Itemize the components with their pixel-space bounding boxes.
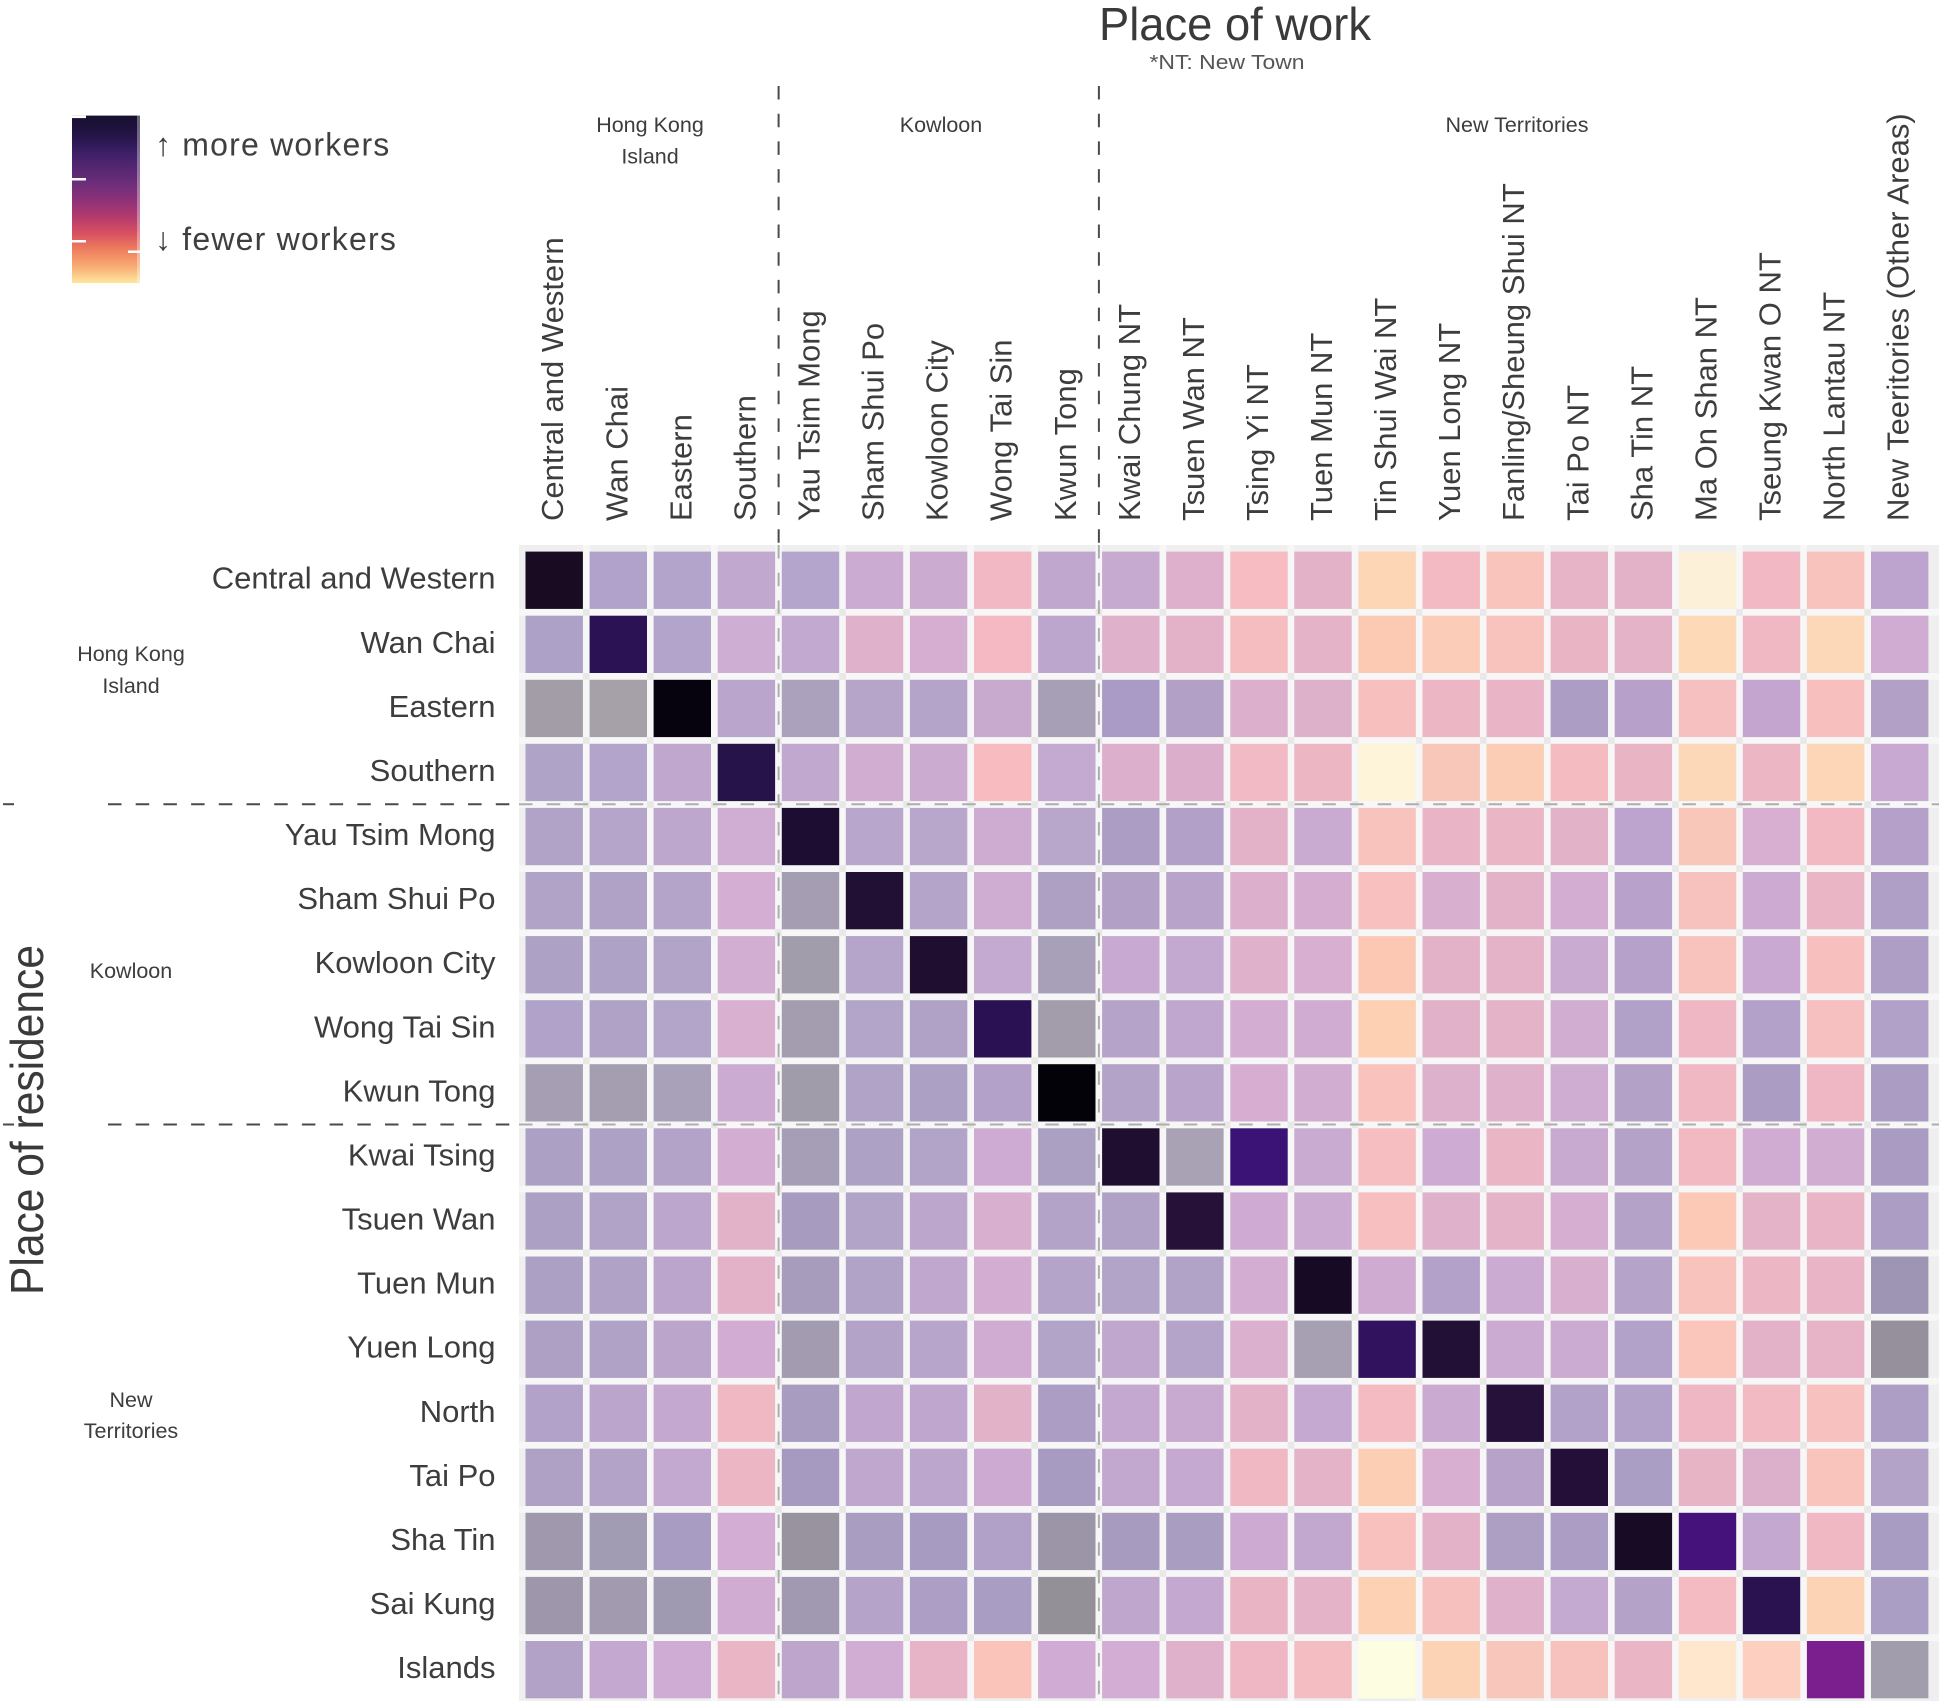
svg-text:Fanling/Sheung Shui NT: Fanling/Sheung Shui NT (1496, 183, 1531, 521)
svg-text:Place of work: Place of work (1099, 0, 1372, 50)
svg-text:Kowloon City: Kowloon City (315, 945, 496, 980)
svg-text:Eastern: Eastern (663, 414, 698, 521)
svg-text:Kwun Tong: Kwun Tong (1048, 368, 1083, 521)
svg-text:↓ fewer workers: ↓ fewer workers (155, 221, 397, 257)
svg-text:Sha Tin NT: Sha Tin NT (1624, 366, 1659, 521)
svg-text:Tuen Mun NT: Tuen Mun NT (1304, 333, 1339, 521)
svg-text:Wan Chai: Wan Chai (361, 625, 496, 660)
svg-text:Eastern: Eastern (389, 689, 496, 724)
svg-text:Sham Shui Po: Sham Shui Po (297, 881, 495, 916)
svg-text:Territories: Territories (84, 1419, 178, 1443)
svg-text:Place of residence: Place of residence (1, 945, 53, 1295)
svg-text:Tsuen Wan: Tsuen Wan (342, 1202, 496, 1237)
svg-text:Kowloon City: Kowloon City (920, 340, 955, 521)
svg-text:Tai Po: Tai Po (409, 1458, 495, 1493)
svg-text:Kowloon: Kowloon (90, 959, 172, 983)
svg-text:Kowloon: Kowloon (900, 113, 982, 137)
svg-text:Central and Western: Central and Western (212, 561, 496, 596)
svg-text:Southern: Southern (727, 395, 762, 521)
svg-text:Wong Tai Sin: Wong Tai Sin (314, 1009, 496, 1044)
svg-text:Hong Kong: Hong Kong (77, 642, 185, 666)
svg-text:Tai Po NT: Tai Po NT (1560, 385, 1595, 521)
svg-text:Yuen Long: Yuen Long (347, 1330, 495, 1365)
svg-text:Tsuen Wan NT: Tsuen Wan NT (1176, 317, 1211, 521)
svg-text:Sha Tin: Sha Tin (390, 1522, 495, 1557)
svg-text:Wan Chai: Wan Chai (599, 386, 634, 521)
svg-text:New Territories: New Territories (1446, 113, 1589, 137)
svg-text:Southern: Southern (370, 753, 496, 788)
svg-text:Ma On Shan NT: Ma On Shan NT (1689, 297, 1724, 521)
svg-text:North Lantau NT: North Lantau NT (1817, 292, 1852, 521)
svg-text:Wong Tai Sin: Wong Tai Sin (984, 339, 1019, 521)
svg-text:Hong Kong: Hong Kong (596, 113, 704, 137)
svg-text:Kwai Chung NT: Kwai Chung NT (1112, 304, 1147, 521)
svg-text:Sham Shui Po: Sham Shui Po (856, 323, 891, 521)
svg-text:New Teeritories (Other Areas): New Teeritories (Other Areas) (1881, 113, 1916, 521)
svg-text:Tin Shui Wai NT: Tin Shui Wai NT (1368, 298, 1403, 521)
svg-text:Central and Western: Central and Western (535, 237, 570, 521)
svg-text:Sai Kung: Sai Kung (370, 1586, 496, 1621)
svg-text:Tseung Kwan O NT: Tseung Kwan O NT (1753, 252, 1788, 521)
svg-text:Island: Island (102, 674, 159, 698)
svg-text:↑ more workers: ↑ more workers (155, 127, 391, 163)
svg-text:*NT: New Town: *NT: New Town (1150, 52, 1305, 74)
svg-text:Yau Tsim Mong: Yau Tsim Mong (285, 817, 496, 852)
svg-text:Yau Tsim Mong: Yau Tsim Mong (792, 310, 827, 521)
svg-text:Kwun Tong: Kwun Tong (343, 1073, 496, 1108)
svg-text:Tuen Mun: Tuen Mun (357, 1266, 495, 1301)
svg-text:New: New (109, 1388, 152, 1412)
svg-text:Kwai Tsing: Kwai Tsing (348, 1138, 496, 1173)
svg-text:Tsing Yi NT: Tsing Yi NT (1240, 364, 1275, 521)
svg-text:Islands: Islands (397, 1650, 495, 1685)
svg-text:North: North (420, 1394, 496, 1429)
svg-text:Yuen Long NT: Yuen Long NT (1432, 323, 1467, 521)
svg-text:Island: Island (621, 145, 678, 169)
